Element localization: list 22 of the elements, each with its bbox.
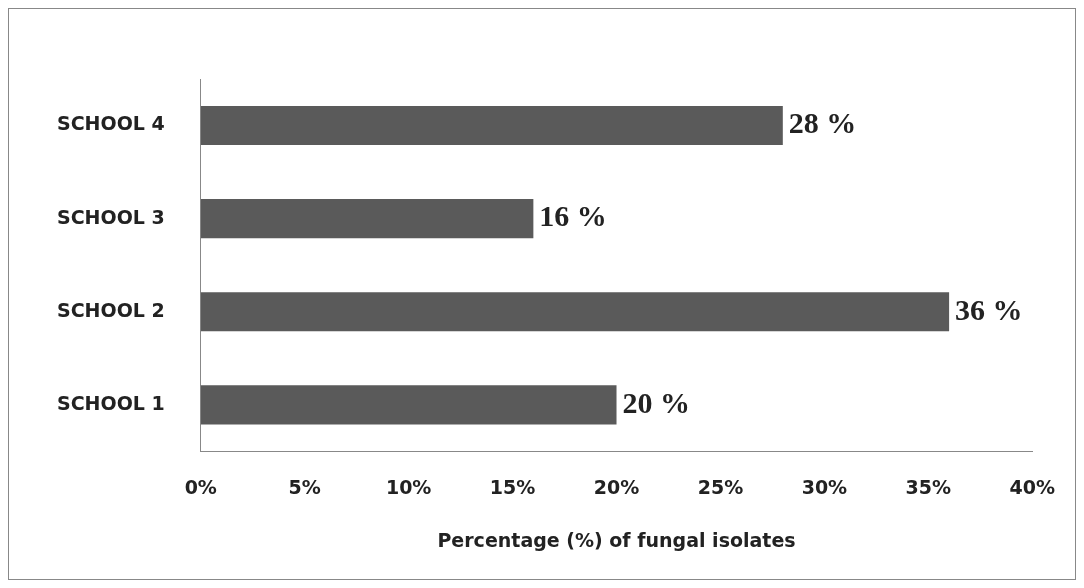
x-axis-title: Percentage (%) of fungal isolates bbox=[437, 528, 796, 551]
x-tick-label: 0% bbox=[184, 475, 217, 498]
x-tick-label: 30% bbox=[801, 475, 848, 498]
bar bbox=[200, 385, 617, 425]
bar bbox=[200, 106, 783, 146]
data-label: 28 % bbox=[788, 106, 857, 140]
bar bbox=[200, 199, 534, 239]
data-label: 36 % bbox=[955, 292, 1023, 326]
x-tick-label: 15% bbox=[489, 475, 536, 498]
bar bbox=[200, 292, 950, 332]
x-tick-label: 25% bbox=[697, 475, 744, 498]
y-tick-label: SCHOOL 1 bbox=[56, 391, 165, 414]
y-tick-label: SCHOOL 2 bbox=[56, 298, 165, 321]
x-tick-label: 10% bbox=[385, 475, 432, 498]
y-tick-label: SCHOOL 3 bbox=[56, 205, 165, 228]
data-label: 16 % bbox=[539, 199, 607, 233]
y-tick-label: SCHOOL 4 bbox=[56, 112, 165, 135]
x-tick-label: 35% bbox=[905, 475, 952, 498]
data-label: 20 % bbox=[622, 385, 691, 419]
x-tick-label: 5% bbox=[288, 475, 321, 498]
x-tick-label: 40% bbox=[1009, 475, 1055, 498]
x-tick-label: 20% bbox=[593, 475, 640, 498]
